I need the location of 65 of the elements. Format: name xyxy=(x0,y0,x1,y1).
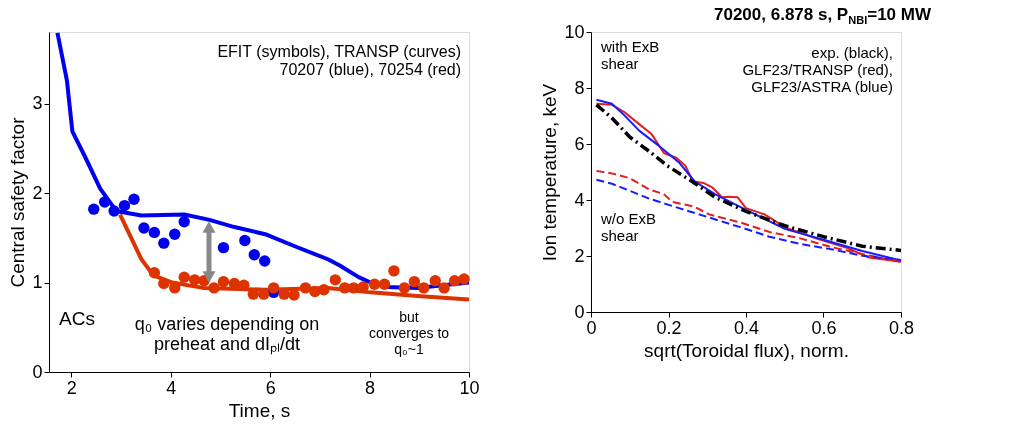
y-tick-label: 10 xyxy=(564,21,585,42)
y-tick-label: 1 xyxy=(32,272,43,293)
x-tick-label: 0.8 xyxy=(888,317,915,338)
point xyxy=(408,275,421,288)
annotation: exp. (black), GLF23/TRANSP (red), GLF23/ASTRA (blue) xyxy=(742,44,893,95)
point xyxy=(318,283,330,296)
y-tick-label: 0 xyxy=(32,361,43,382)
point xyxy=(128,193,140,206)
y-tick-label: 2 xyxy=(574,245,585,266)
annotation: ACs xyxy=(59,308,95,329)
point xyxy=(438,282,450,294)
y-tick-label: 4 xyxy=(574,189,585,210)
y-tick-label: 3 xyxy=(32,93,43,114)
point xyxy=(239,234,251,247)
point xyxy=(148,266,161,279)
point xyxy=(178,215,190,228)
point xyxy=(178,271,190,283)
point xyxy=(458,273,470,285)
point xyxy=(429,275,441,287)
x-tick-label: 2 xyxy=(66,377,77,398)
point xyxy=(267,282,280,294)
point xyxy=(368,278,381,291)
x-tick-label: 0.2 xyxy=(656,317,682,338)
point xyxy=(138,222,150,234)
point xyxy=(378,278,391,291)
point xyxy=(288,289,300,301)
point xyxy=(217,275,230,288)
point xyxy=(259,255,271,267)
x-tick-label: 0.6 xyxy=(811,317,837,338)
point xyxy=(118,199,131,212)
point xyxy=(248,249,260,261)
annotation: w/o ExB shear xyxy=(600,210,657,244)
point xyxy=(88,203,100,215)
point xyxy=(148,226,161,239)
y-tick-label: 6 xyxy=(574,133,585,154)
point xyxy=(448,275,461,287)
point xyxy=(418,282,430,294)
point xyxy=(299,282,312,294)
x-tick-label: 10 xyxy=(459,377,480,398)
point xyxy=(158,237,170,249)
x-tick-label: 4 xyxy=(166,377,177,398)
x-axis-title: Time, s xyxy=(228,399,291,421)
x-tick-label: 0.4 xyxy=(733,317,760,338)
point xyxy=(208,282,220,294)
point xyxy=(217,241,230,254)
point xyxy=(98,196,111,208)
x-tick-label: 6 xyxy=(265,377,276,398)
y-axis-title: Central safety factor xyxy=(7,116,29,288)
point xyxy=(158,277,170,290)
point xyxy=(388,265,400,277)
annotation: q₀ varies depending on preheat and dIₚₗ/dt xyxy=(134,314,320,355)
point xyxy=(108,205,120,217)
point xyxy=(188,274,201,286)
y-tick-label: 8 xyxy=(574,77,585,98)
point xyxy=(329,274,341,286)
annotation: with ExB shear xyxy=(600,38,660,72)
annotation: but converges to q₀~1 xyxy=(368,309,450,357)
point xyxy=(398,282,411,294)
y-tick-label: 0 xyxy=(574,301,585,322)
x-tick-label: 8 xyxy=(365,377,376,398)
annotation: EFIT (symbols), TRANSP (curves) 70207 (blue), 70254 (red) xyxy=(217,43,461,78)
x-axis-title: sqrt(Toroidal flux), norm. xyxy=(644,339,849,361)
y-axis-title: Ion temperature, keV xyxy=(539,83,561,262)
point xyxy=(169,228,181,240)
y-tick-label: 2 xyxy=(32,182,43,203)
